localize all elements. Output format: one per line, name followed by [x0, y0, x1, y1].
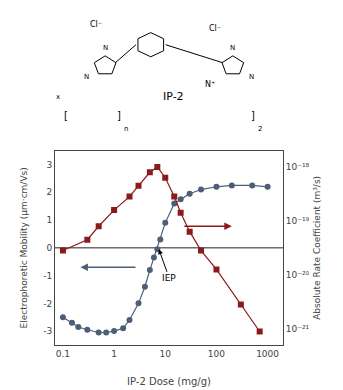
svg-text:10⁻²¹: 10⁻²¹: [286, 324, 310, 334]
svg-text:-3: -3: [43, 326, 52, 336]
svg-text:0.1: 0.1: [56, 349, 70, 359]
svg-text:1: 1: [46, 215, 52, 225]
svg-text:[: [: [64, 110, 68, 121]
svg-text:10⁻²⁰: 10⁻²⁰: [286, 270, 310, 280]
svg-text:Cl⁻: Cl⁻: [90, 20, 102, 29]
svg-text:x: x: [56, 93, 60, 101]
svg-text:1000: 1000: [256, 349, 279, 359]
svg-text:Electrophoretic Mobility (μm·c: Electrophoretic Mobility (μm·cm/Vs): [19, 167, 29, 328]
svg-text:N⁺: N⁺: [205, 80, 215, 89]
svg-text:-2: -2: [43, 299, 52, 309]
svg-text:N: N: [103, 44, 108, 52]
svg-text:-1: -1: [43, 271, 52, 281]
svg-text:]: ]: [117, 110, 121, 121]
svg-text:IEP: IEP: [162, 273, 176, 283]
svg-text:Absolute Rate Coefficient (m³/: Absolute Rate Coefficient (m³/s): [312, 176, 322, 320]
svg-text:0: 0: [46, 243, 52, 253]
svg-text:3: 3: [46, 160, 52, 170]
svg-text:N: N: [84, 73, 89, 81]
svg-text:1: 1: [111, 349, 117, 359]
svg-text:2: 2: [46, 187, 52, 197]
svg-text:100: 100: [208, 349, 225, 359]
svg-text:N: N: [230, 44, 235, 52]
svg-text:2: 2: [258, 125, 262, 133]
svg-text:10⁻¹⁹: 10⁻¹⁹: [286, 216, 310, 226]
svg-text:10: 10: [160, 349, 172, 359]
svg-text:n: n: [124, 125, 128, 133]
svg-text:]: ]: [251, 110, 255, 121]
svg-text:IP-2 Dose (mg/g): IP-2 Dose (mg/g): [127, 376, 211, 387]
svg-text:10⁻¹⁸: 10⁻¹⁸: [286, 162, 310, 172]
svg-text:Cl⁻: Cl⁻: [209, 24, 221, 33]
svg-text:IP-2: IP-2: [163, 90, 184, 103]
svg-text:N: N: [249, 73, 254, 81]
